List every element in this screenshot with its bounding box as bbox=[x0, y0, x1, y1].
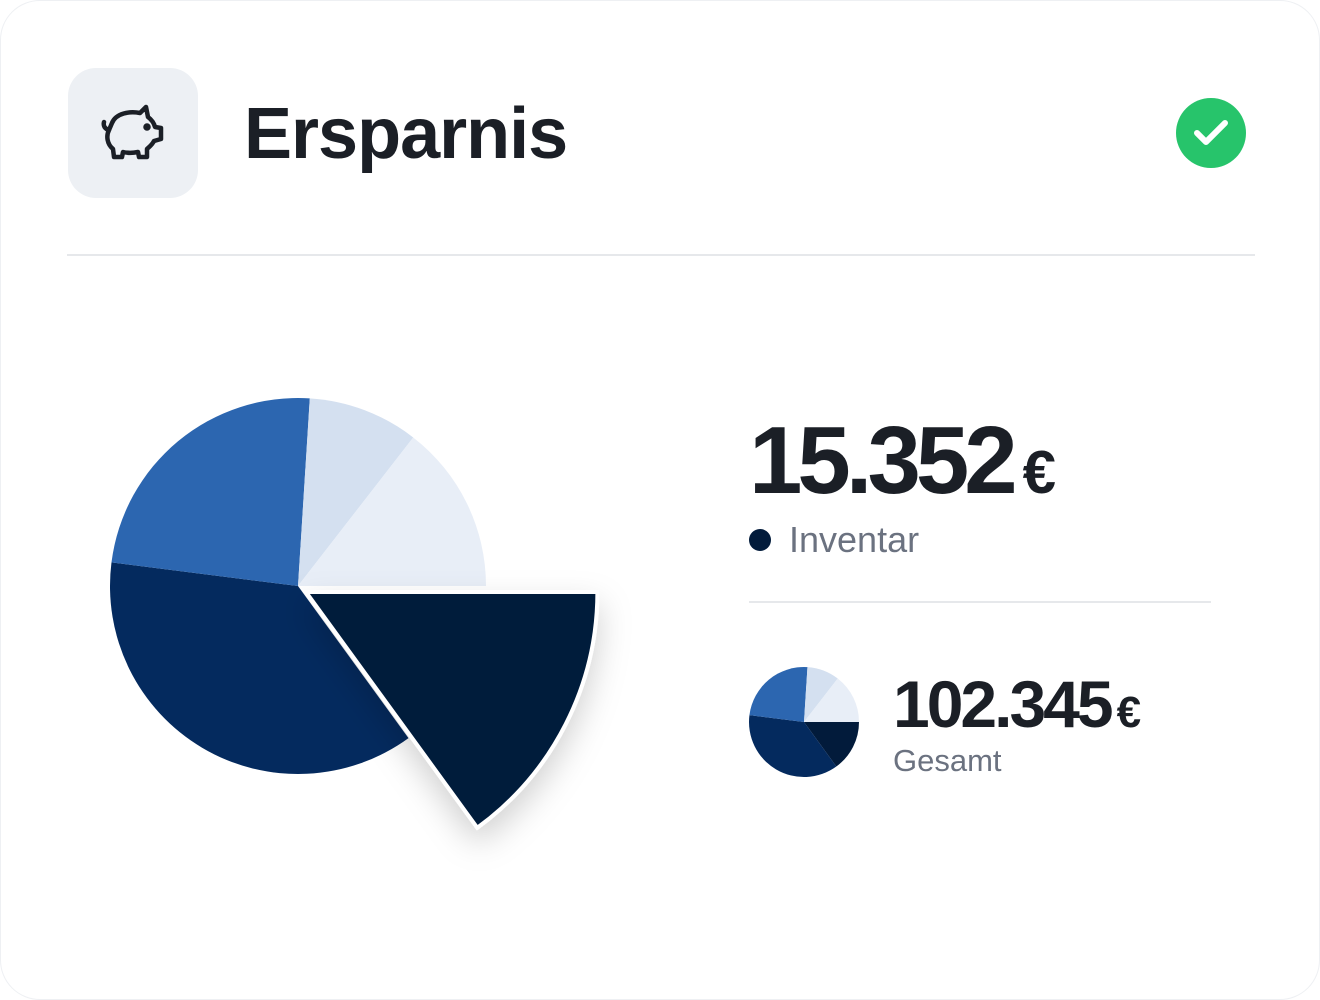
total-currency: € bbox=[1116, 688, 1142, 737]
legend-label: Inventar bbox=[789, 519, 920, 560]
mini-pie-chart bbox=[749, 667, 859, 777]
legend-inventory: Inventar bbox=[749, 519, 919, 561]
legend-dot bbox=[749, 529, 771, 551]
total-label: Gesamt bbox=[893, 743, 1002, 778]
inventory-amount: 15.352 € bbox=[749, 406, 1056, 516]
pie-slice bbox=[804, 667, 838, 722]
card-title: Ersparnis bbox=[244, 94, 568, 174]
main-pie-chart bbox=[110, 398, 600, 831]
pie-slice bbox=[302, 590, 600, 831]
pie-slice bbox=[804, 722, 859, 767]
check-circle-icon bbox=[1176, 98, 1246, 168]
pie-slice bbox=[749, 667, 808, 722]
pie-slice bbox=[111, 398, 310, 586]
pie-slice bbox=[298, 398, 414, 586]
inventory-currency: € bbox=[1022, 439, 1056, 506]
header-divider bbox=[67, 254, 1255, 256]
total-value: 102.345 bbox=[893, 667, 1114, 741]
pie-slice bbox=[298, 437, 486, 586]
piggy-bank-icon bbox=[68, 68, 198, 198]
pie-slice bbox=[749, 715, 837, 777]
total-amount: 102.345 € bbox=[893, 666, 1141, 742]
pie-slice bbox=[804, 678, 859, 722]
pie-slice bbox=[110, 562, 409, 774]
amount-divider bbox=[749, 601, 1211, 603]
inventory-value: 15.352 bbox=[749, 407, 1018, 514]
